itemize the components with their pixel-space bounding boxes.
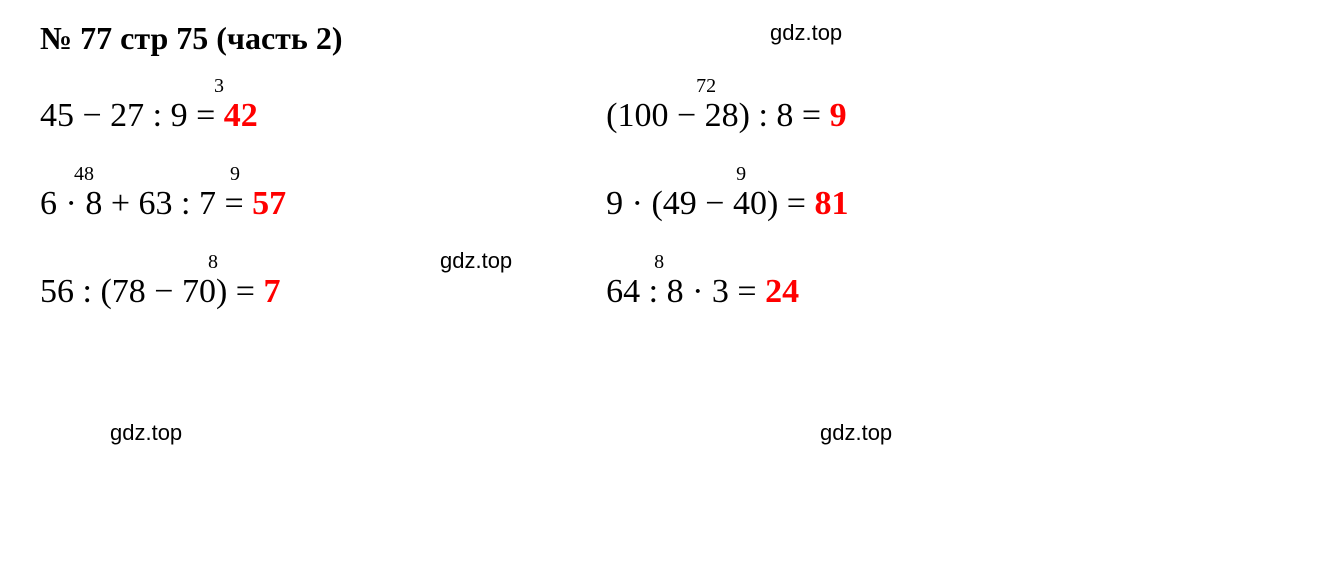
answer: 42 (224, 97, 258, 134)
superscript: 9 (230, 163, 240, 186)
equation-block: 3 45 − 27 : 9 = 42 (40, 97, 286, 135)
right-column: 72 (100 − 28) : 8 = 9 9 9 · (49 − 40) = … (606, 97, 848, 311)
superscript: 3 (214, 75, 224, 98)
expression: (100 − 28) : 8 = (606, 97, 829, 134)
expression: 9 · (49 − 40) = (606, 185, 814, 222)
page-title: № 77 стр 75 (часть 2) (40, 20, 1290, 57)
watermark: gdz.top (770, 20, 842, 46)
superscript: 72 (696, 75, 716, 98)
answer: 57 (252, 185, 286, 222)
answer: 24 (765, 273, 799, 310)
content-area: 3 45 − 27 : 9 = 42 48 9 6 · 8 + 63 : 7 =… (40, 97, 1290, 311)
superscript: 48 (74, 163, 94, 186)
equation: 45 − 27 : 9 = 42 (40, 97, 258, 134)
expression: 45 − 27 : 9 = (40, 97, 224, 134)
equation-block: 8 56 : (78 − 70) = 7 (40, 273, 286, 311)
expression: 64 : 8 · 3 = (606, 273, 765, 310)
equation-block: 48 9 6 · 8 + 63 : 7 = 57 (40, 185, 286, 223)
superscript: 8 (208, 251, 218, 274)
expression: 6 · 8 + 63 : 7 = (40, 185, 252, 222)
equation: 56 : (78 − 70) = 7 (40, 273, 280, 310)
equation: (100 − 28) : 8 = 9 (606, 97, 846, 134)
equation-block: 9 9 · (49 − 40) = 81 (606, 185, 848, 223)
expression: 56 : (78 − 70) = (40, 273, 263, 310)
equation: 64 : 8 · 3 = 24 (606, 273, 799, 310)
equation-block: 8 64 : 8 · 3 = 24 (606, 273, 848, 311)
watermark: gdz.top (110, 420, 182, 446)
watermark: gdz.top (820, 420, 892, 446)
equation: 9 · (49 − 40) = 81 (606, 185, 848, 222)
equation-block: 72 (100 − 28) : 8 = 9 (606, 97, 848, 135)
watermark: gdz.top (440, 248, 512, 274)
answer: 7 (263, 273, 280, 310)
answer: 9 (830, 97, 847, 134)
superscript: 9 (736, 163, 746, 186)
equation: 6 · 8 + 63 : 7 = 57 (40, 185, 286, 222)
answer: 81 (814, 185, 848, 222)
superscript: 8 (654, 251, 664, 274)
left-column: 3 45 − 27 : 9 = 42 48 9 6 · 8 + 63 : 7 =… (40, 97, 286, 311)
